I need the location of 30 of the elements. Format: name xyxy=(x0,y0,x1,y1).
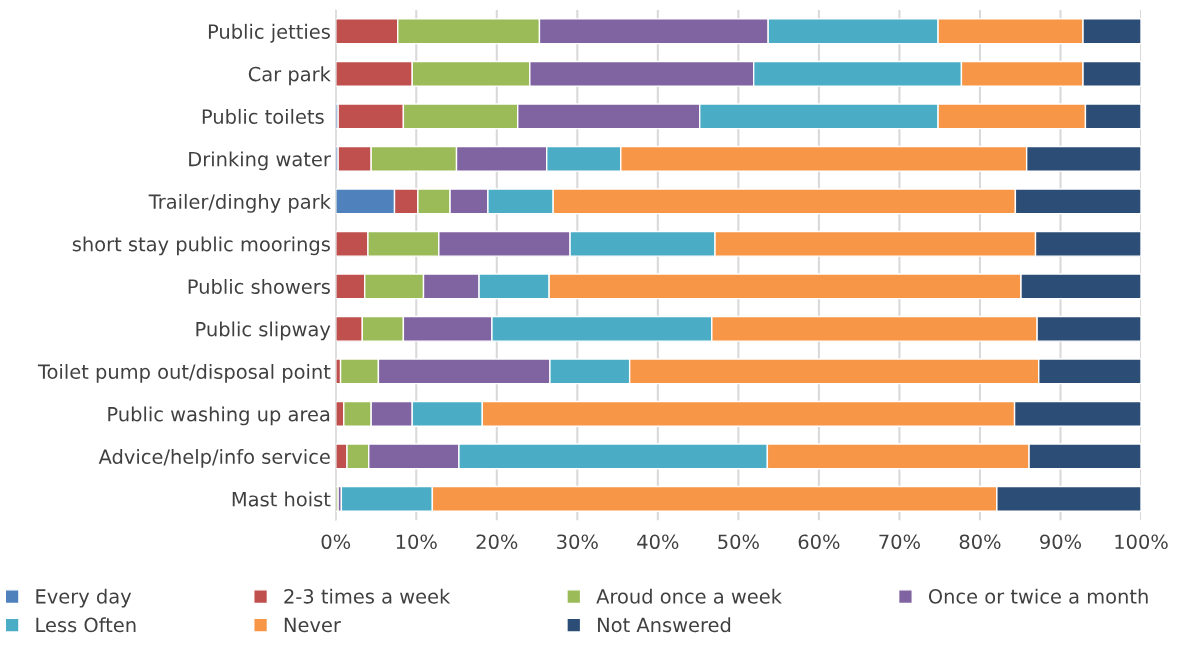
legend-label: Less Often xyxy=(36,617,136,633)
y-tick-label: Public toilets xyxy=(202,108,324,124)
legend-label: Aroud once a week xyxy=(596,588,782,604)
x-tick-label: 80% xyxy=(959,534,1001,550)
y-tick-label: Public showers xyxy=(188,278,330,294)
y-tick-label: Trailer/dinghy park xyxy=(148,193,331,213)
y-tick-label: Public jetties xyxy=(208,23,330,43)
x-tick-label: 60% xyxy=(798,534,840,550)
y-tick-label: Drinking water xyxy=(189,151,331,171)
legend-label: Not Answered xyxy=(598,617,731,633)
x-tick-label: 50% xyxy=(718,534,759,550)
x-tick-label: 20% xyxy=(476,534,518,550)
y-tick-label: Car park xyxy=(248,66,331,86)
y-tick-label: short stay public moorings xyxy=(72,236,330,256)
x-tick-label: 100% xyxy=(1115,534,1168,550)
x-tick-label: 90% xyxy=(1040,534,1082,550)
x-tick-label: 40% xyxy=(637,534,679,550)
legend-label: Every day xyxy=(36,588,132,608)
y-tick-label: Toilet pump out/disposal point xyxy=(37,363,331,383)
legend-label: 2-3 times a week xyxy=(284,588,451,604)
legend-label: Never xyxy=(284,617,341,633)
x-tick-label: 0% xyxy=(321,534,351,550)
y-tick-label: Public washing up area xyxy=(108,406,330,426)
x-tick-label: 30% xyxy=(557,534,598,550)
x-tick-label: 70% xyxy=(879,534,920,550)
y-tick-label: Advice/help/info service xyxy=(98,448,330,468)
y-tick-label: Public slipway xyxy=(196,321,331,341)
y-tick-label: Mast hoist xyxy=(232,491,331,507)
legend-label: Once or twice a month xyxy=(928,588,1148,604)
x-tick-label: 10% xyxy=(396,534,437,550)
